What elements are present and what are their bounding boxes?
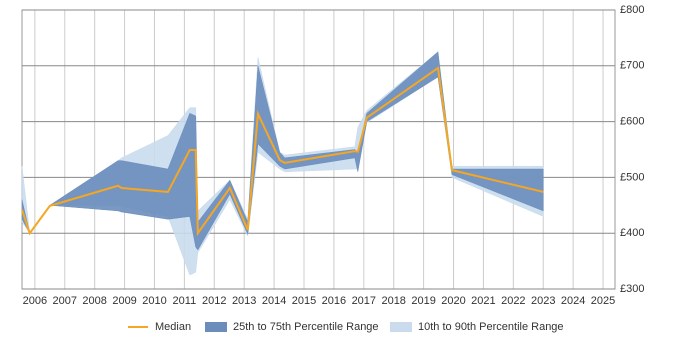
x-tick-label: 2019 bbox=[411, 295, 435, 307]
y-tick-label: £400 bbox=[620, 227, 644, 239]
legend-label: 25th to 75th Percentile Range bbox=[233, 321, 379, 333]
x-tick-label: 2025 bbox=[591, 295, 615, 307]
legend-label: Median bbox=[155, 321, 191, 333]
x-tick-label: 2008 bbox=[82, 295, 106, 307]
x-tick-label: 2017 bbox=[352, 295, 376, 307]
x-tick-label: 2015 bbox=[292, 295, 316, 307]
x-tick-label: 2016 bbox=[322, 295, 346, 307]
x-tick-label: 2018 bbox=[381, 295, 405, 307]
x-tick-label: 2012 bbox=[202, 295, 226, 307]
y-tick-label: £600 bbox=[620, 116, 644, 128]
x-tick-label: 2024 bbox=[561, 295, 585, 307]
y-tick-label: £500 bbox=[620, 171, 644, 183]
y-tick-label: £700 bbox=[620, 60, 644, 72]
x-tick-label: 2009 bbox=[112, 295, 136, 307]
median-line bbox=[21, 66, 544, 237]
percentile-band bbox=[21, 51, 544, 251]
x-tick-label: 2006 bbox=[23, 295, 47, 307]
legend-label: 10th to 90th Percentile Range bbox=[418, 321, 564, 333]
x-tick-label: 2010 bbox=[142, 295, 166, 307]
legend-swatch bbox=[205, 322, 227, 332]
x-tick-label: 2014 bbox=[262, 295, 286, 307]
plot-area bbox=[21, 9, 616, 290]
y-tick-label: £800 bbox=[620, 4, 644, 16]
y-tick-label: £300 bbox=[620, 283, 644, 295]
x-tick-label: 2013 bbox=[232, 295, 256, 307]
x-tick-label: 2021 bbox=[471, 295, 495, 307]
x-tick-label: 2007 bbox=[53, 295, 77, 307]
x-tick-label: 2023 bbox=[531, 295, 555, 307]
x-tick-label: 2022 bbox=[501, 295, 525, 307]
legend-swatch bbox=[390, 322, 412, 332]
x-tick-label: 2011 bbox=[173, 295, 197, 307]
x-tick-label: 2020 bbox=[441, 295, 465, 307]
